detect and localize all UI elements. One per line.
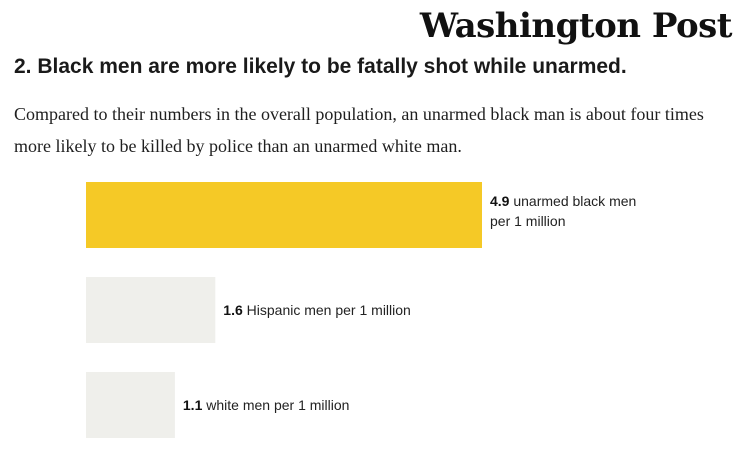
bar-value-2: 1.6	[223, 302, 243, 318]
bar-2	[86, 277, 216, 343]
masthead: Washington Post	[419, 6, 733, 46]
bar-3	[86, 372, 175, 438]
deck-text: Compared to their numbers in the overall…	[14, 104, 704, 156]
bar-value-1: 4.9	[490, 193, 510, 209]
bar-label-1: 4.9 unarmed black men	[490, 193, 636, 209]
bar-category-3: white men per 1 million	[202, 397, 349, 413]
headline: 2. Black men are more likely to be fatal…	[14, 55, 627, 78]
bar-category-2: Hispanic men per 1 million	[243, 302, 411, 318]
bar-value-3: 1.1	[183, 397, 203, 413]
bar-category-1: unarmed black men	[509, 193, 636, 209]
bar-label-1-line-2: per 1 million	[490, 213, 565, 229]
bar-1	[86, 182, 482, 248]
bar-label-2: 1.6 Hispanic men per 1 million	[223, 302, 411, 318]
bar-label-3: 1.1 white men per 1 million	[183, 397, 350, 413]
